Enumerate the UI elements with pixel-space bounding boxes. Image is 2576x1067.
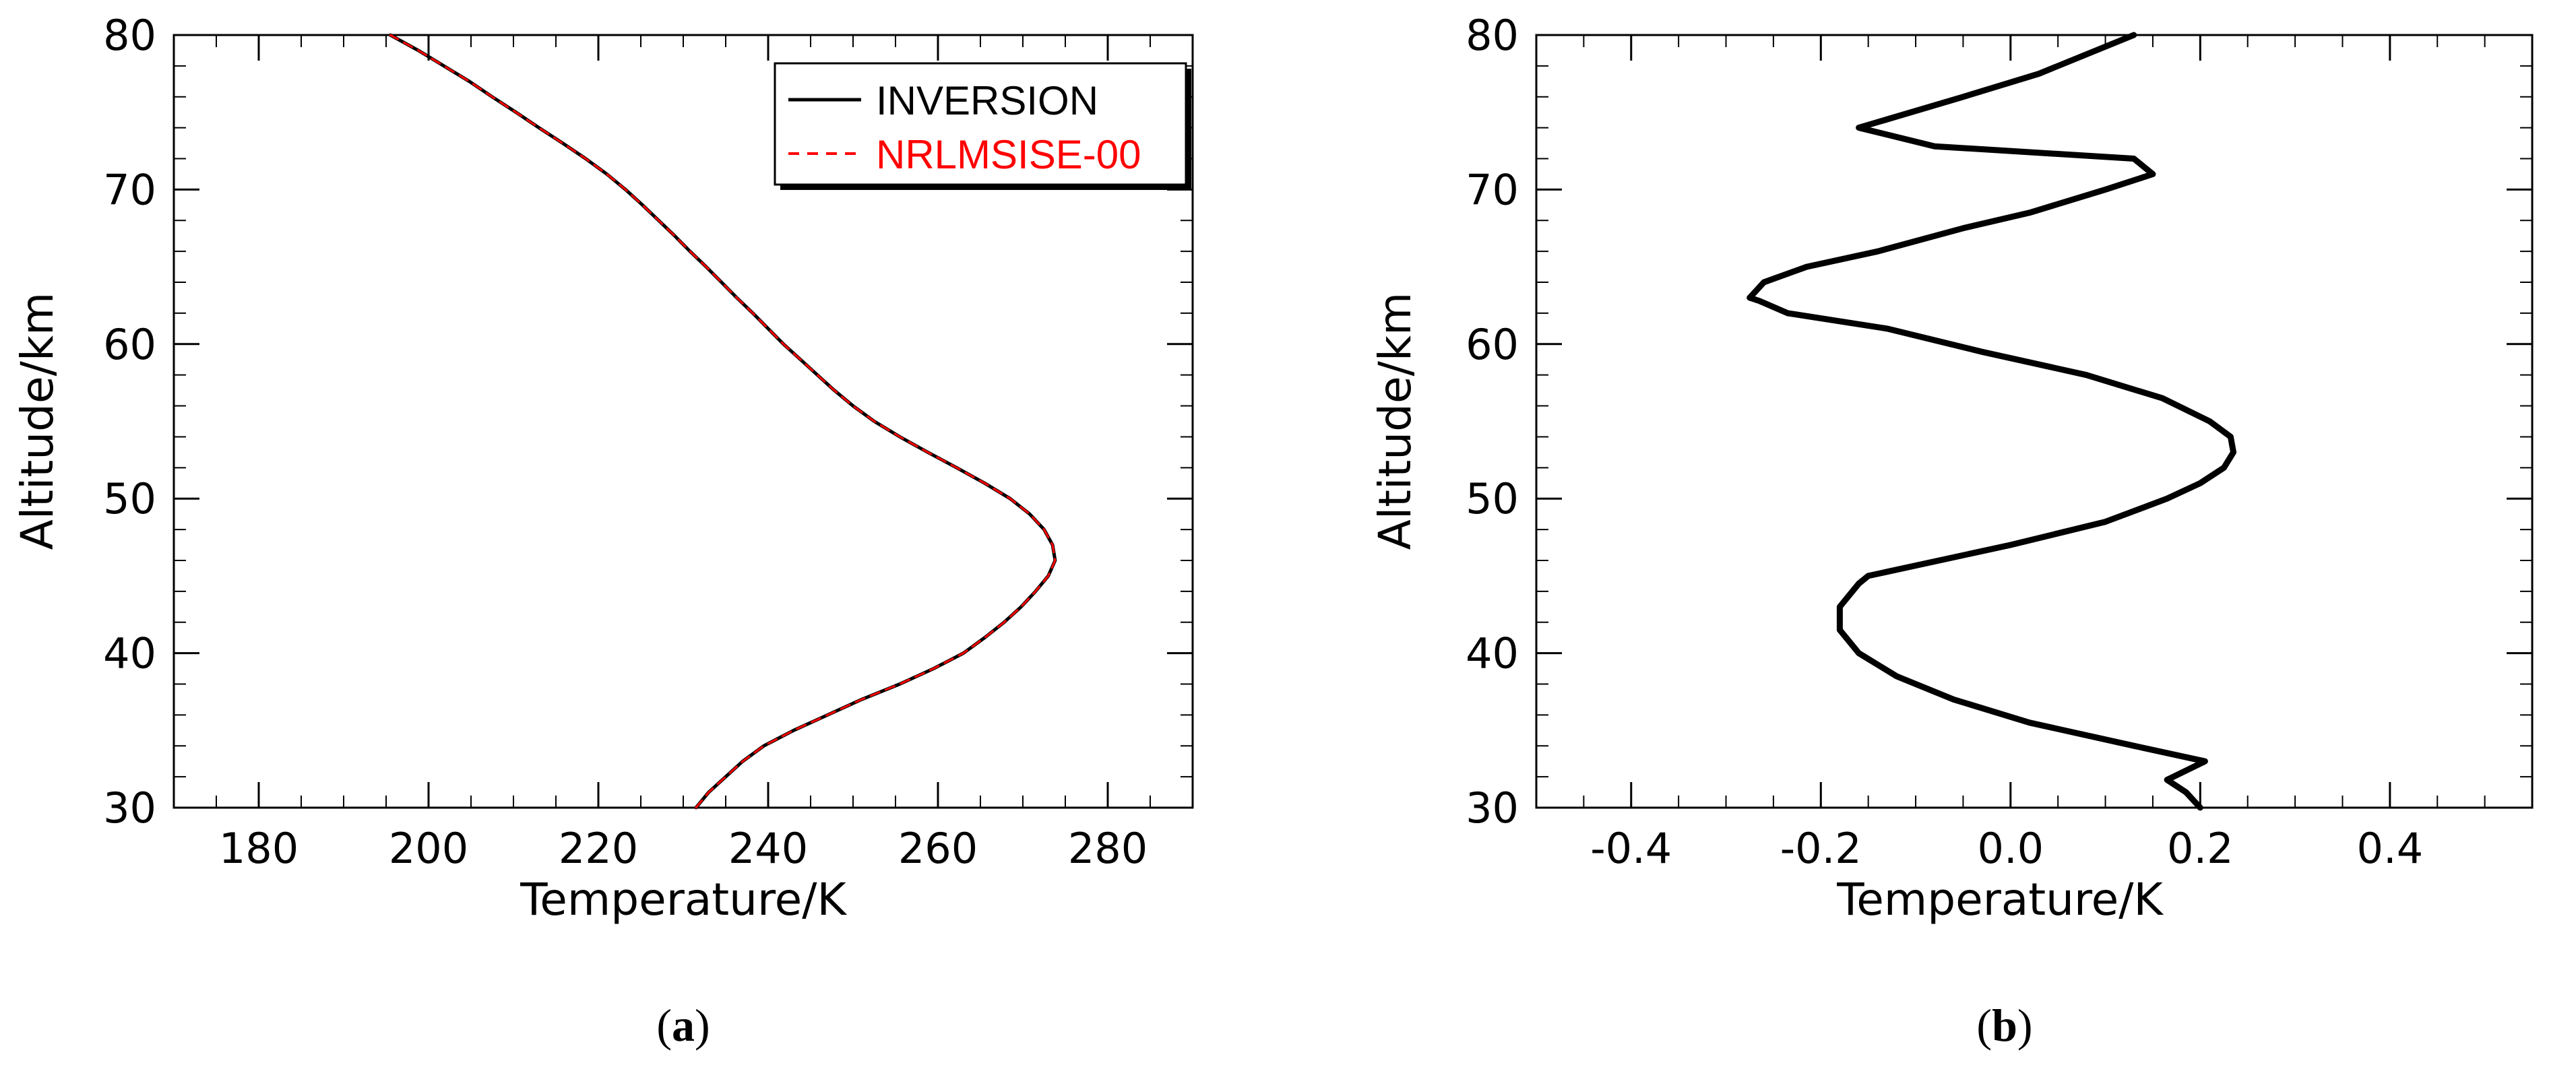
x-tick-label-a: 240	[728, 824, 808, 873]
panel-b: -0.4 -0.2 0.0 0.2 0.4 30 40 50 60 70 80 Temperatu…	[1369, 11, 2534, 1051]
legend-label-nrlmsise: NRLMSISE-00	[876, 132, 1141, 177]
x-tick-label-b: 0.4	[2357, 824, 2424, 873]
caption-letter-a: a	[672, 1000, 695, 1051]
y-tick-label-a: 30	[103, 783, 156, 833]
xtick-labels-b: -0.4 -0.2 0.0 0.2 0.4	[1590, 824, 2423, 873]
ytick-labels-b: 30 40 50 60 70 80	[1466, 11, 1519, 833]
y-tick-label-b: 30	[1466, 783, 1519, 833]
x-tick-label-a: 220	[559, 824, 638, 873]
y-tick-label-b: 50	[1466, 474, 1519, 523]
ytick-labels-a: 30 40 50 60 70 80	[103, 11, 156, 833]
y-tick-label-b: 60	[1466, 320, 1519, 369]
x-axis-title-b: Temperature/K	[1836, 874, 2164, 926]
plot-frame-b	[1535, 34, 2534, 809]
y-tick-label-a: 40	[103, 629, 156, 678]
panel-a: 180 200 220 240 260 280 30 40 50 60 70 80 Temperat…	[11, 11, 1194, 1051]
y-tick-label-b: 70	[1466, 165, 1519, 214]
caption-letter-b: b	[1992, 1000, 2017, 1051]
y-tick-label-a: 60	[103, 320, 156, 369]
y-tick-label-b: 80	[1466, 11, 1519, 60]
y-axis-title-a: Altitude/km	[11, 292, 63, 550]
y-axis-title-b: Altitude/km	[1369, 292, 1421, 550]
y-tick-label-a: 70	[103, 165, 156, 214]
caption-b: (b)	[1976, 1000, 2032, 1051]
x-axis-title-a: Temperature/K	[520, 874, 847, 926]
series-layer-a	[388, 33, 1057, 810]
x-tick-label-b: -0.4	[1590, 824, 1672, 873]
series-line-b-difference	[1747, 32, 2237, 811]
major-ticks-a	[174, 34, 1193, 809]
x-tick-label-b: 0.2	[2167, 824, 2234, 873]
series-line-a-nrlmsise-00	[389, 34, 1057, 809]
y-tick-label-b: 40	[1466, 629, 1519, 678]
x-tick-label-a: 280	[1068, 824, 1148, 873]
x-tick-label-a: 260	[898, 824, 978, 873]
y-tick-label-a: 80	[103, 11, 156, 60]
caption-a: (a)	[656, 1000, 710, 1051]
legend-a: INVERSION NRLMSISE-00	[774, 62, 1191, 190]
legend-box	[774, 62, 1187, 186]
xtick-labels-a: 180 200 220 240 260 280	[219, 824, 1148, 873]
y-tick-label-a: 50	[103, 474, 156, 523]
major-ticks-b	[1536, 34, 2532, 809]
legend-label-inversion: INVERSION	[876, 78, 1098, 123]
x-tick-label-b: 0.0	[1978, 824, 2044, 873]
x-tick-label-a: 180	[219, 824, 299, 873]
x-tick-label-a: 200	[389, 824, 468, 873]
x-tick-label-b: -0.2	[1780, 824, 1862, 873]
series-layer-b	[1747, 32, 2237, 811]
